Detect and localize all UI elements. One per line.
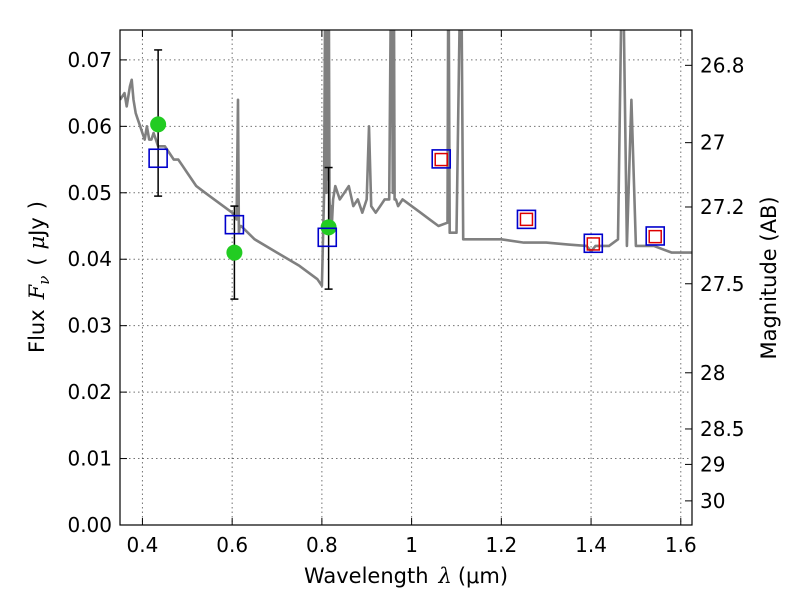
y-tick-label: 0.05 [67, 181, 112, 205]
y-tick-label: 0.00 [67, 513, 112, 537]
predicted-flux-point [648, 229, 662, 244]
x-axis-label: Wavelength λ (μm) [304, 564, 508, 588]
predicted-flux-point [519, 212, 534, 227]
y-label-mu: μ [25, 236, 49, 250]
tick-layer: 0.4 0.6 0.8 1 1.2 1.4 1.6 0.00 0.01 0.02 0.03 0.04 0… [67, 30, 745, 557]
mag-tick-label: 30 [700, 489, 725, 513]
y-label-F: F [25, 283, 49, 300]
model-photometry-point [224, 214, 245, 235]
x-tick-label: 0.4 [127, 533, 159, 557]
model-photometry-point [516, 209, 537, 230]
mag-tick-label: 27 [700, 131, 725, 155]
x-tick-label: 0.8 [306, 533, 338, 557]
detection-point [320, 219, 337, 236]
mag-tick-label: 29 [700, 452, 725, 476]
marker-layer [148, 116, 666, 261]
model-spectrum-layer [120, 30, 692, 288]
x-tick-label: 1 [405, 533, 418, 557]
x-tick-label: 0.6 [216, 533, 248, 557]
x-label-unit: (μm) [458, 564, 508, 588]
model-photometry-point [317, 227, 338, 248]
y-tick-label: 0.02 [67, 380, 112, 404]
y-axis-label: Flux Fν ( μJy) [25, 201, 53, 353]
detection-point [226, 244, 243, 261]
x-tick-label: 1.6 [665, 533, 697, 557]
model-photometry-point [431, 149, 452, 169]
mag-tick-label: 27.2 [700, 195, 745, 219]
y-tick-label: 0.07 [67, 48, 112, 72]
y-tick-label: 0.03 [67, 314, 112, 338]
predicted-flux-point [586, 237, 601, 251]
y-label-nu: ν [35, 276, 53, 285]
y-label-text: Flux [25, 309, 49, 353]
y-tick-label: 0.01 [67, 447, 112, 471]
plot-frame [119, 29, 693, 526]
x-label-text: Wavelength [304, 564, 429, 588]
model-photometry-point [583, 233, 604, 254]
x-tick-label: 1.2 [485, 533, 517, 557]
mag-tick-label: 26.8 [700, 53, 745, 77]
right-axis-label: Magnitude (AB) [757, 196, 781, 359]
errorbar-layer [154, 49, 333, 300]
y-label-open-paren: ( [25, 257, 49, 265]
mag-tick-label: 28 [700, 361, 725, 385]
model-spectrum-line [120, 30, 692, 288]
model-photometry-point [148, 148, 168, 169]
y-label-close-paren: ) [25, 201, 49, 209]
x-label-lambda: λ [438, 564, 452, 588]
y-label-jy: Jy [25, 217, 49, 238]
predicted-flux-point [434, 152, 448, 167]
x-tick-label: 1.4 [575, 533, 607, 557]
grid-lines [120, 30, 692, 526]
mag-tick-label: 27.5 [700, 272, 745, 296]
y-tick-label: 0.04 [67, 247, 112, 271]
mag-tick-label: 28.5 [700, 417, 745, 441]
detection-point [150, 116, 167, 133]
model-photometry-point [645, 226, 666, 246]
y-tick-label: 0.06 [67, 114, 112, 138]
